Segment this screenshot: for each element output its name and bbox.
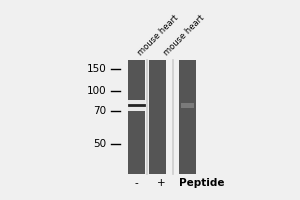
Bar <box>128 60 145 174</box>
Bar <box>128 100 145 110</box>
Text: 150: 150 <box>87 64 106 74</box>
Text: -: - <box>135 178 138 188</box>
Text: 50: 50 <box>93 139 106 149</box>
Text: Peptide: Peptide <box>178 178 224 188</box>
Text: 100: 100 <box>87 86 106 96</box>
Bar <box>149 60 166 174</box>
Text: +: + <box>157 178 165 188</box>
Text: 70: 70 <box>93 106 106 116</box>
Text: mouse heart: mouse heart <box>136 13 181 57</box>
Text: mouse heart: mouse heart <box>162 13 206 57</box>
Bar <box>179 60 196 174</box>
Bar <box>181 102 194 108</box>
